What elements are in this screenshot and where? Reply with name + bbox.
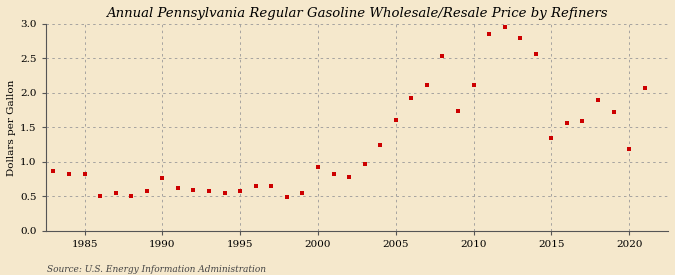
Point (110, 191, 121, 195)
Point (219, 191, 230, 195)
Point (484, 31, 495, 36)
Point (453, 109, 464, 114)
Y-axis label: Dollars per Gallon: Dollars per Gallon (7, 79, 16, 175)
Point (359, 162, 370, 166)
Point (421, 82, 432, 87)
Point (297, 191, 308, 195)
Point (624, 147, 634, 151)
Point (375, 142, 385, 147)
Point (546, 136, 557, 140)
Point (562, 120, 572, 125)
Point (126, 194, 136, 199)
Point (235, 189, 246, 193)
Point (344, 175, 354, 179)
Point (281, 195, 292, 199)
Point (390, 117, 401, 122)
Point (188, 188, 199, 192)
Point (468, 82, 479, 87)
Point (141, 189, 152, 193)
Title: Annual Pennsylvania Regular Gasoline Wholesale/Resale Price by Refiners: Annual Pennsylvania Regular Gasoline Who… (106, 7, 608, 20)
Point (313, 164, 323, 169)
Point (515, 35, 526, 40)
Point (593, 98, 603, 102)
Point (95, 194, 105, 199)
Point (531, 51, 541, 56)
Point (639, 86, 650, 90)
Point (204, 189, 215, 194)
Point (266, 184, 277, 188)
Point (48, 169, 59, 173)
Point (63, 172, 74, 177)
Point (608, 110, 619, 114)
Point (157, 175, 168, 180)
Point (328, 171, 339, 176)
Point (79, 172, 90, 177)
Point (173, 186, 184, 190)
Point (577, 119, 588, 123)
Point (250, 184, 261, 188)
Point (500, 24, 510, 29)
Text: Source: U.S. Energy Information Administration: Source: U.S. Energy Information Administ… (47, 265, 266, 274)
Point (406, 96, 416, 101)
Point (437, 53, 448, 58)
